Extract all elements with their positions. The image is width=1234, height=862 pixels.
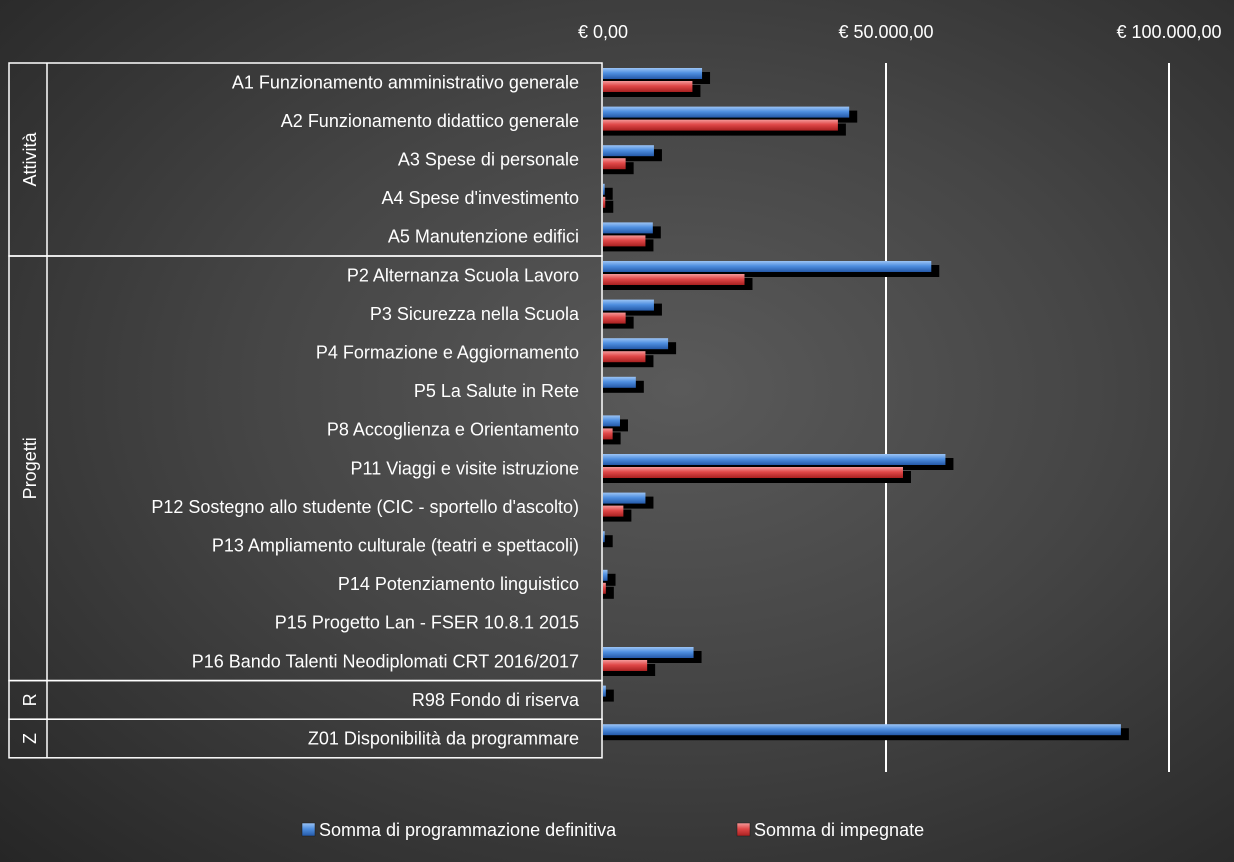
bar-somma-di-impegnate <box>603 312 626 324</box>
legend-swatch <box>301 822 316 837</box>
bar-shadow <box>603 187 613 200</box>
bar-somma-di-programmazione-definitiva <box>603 454 946 465</box>
group-label-r: R <box>20 693 40 706</box>
bar-somma-di-programmazione-definitiva <box>603 569 608 581</box>
category-label: A3 Spese di personale <box>398 150 579 170</box>
bar-somma-di-impegnate <box>603 428 613 440</box>
bar-somma-di-programmazione-definitiva <box>603 338 669 350</box>
bar-somma-di-impegnate <box>603 235 646 247</box>
category-label: R98 Fondo di riserva <box>412 690 580 710</box>
legend-label: Somma di programmazione definitiva <box>319 820 617 840</box>
bar-somma-di-impegnate <box>603 660 648 671</box>
bar-somma-di-programmazione-definitiva <box>603 183 605 195</box>
legend-swatch <box>736 822 751 837</box>
bar-somma-di-impegnate <box>603 274 745 285</box>
x-tick-label: € 50.000,00 <box>838 22 933 42</box>
category-label: P3 Sicurezza nella Scuola <box>370 304 580 324</box>
category-label: A1 Funzionamento amministrativo generale <box>232 72 579 92</box>
bar-shadow <box>603 689 614 702</box>
bar-somma-di-impegnate <box>603 196 606 208</box>
category-label: P15 Progetto Lan - FSER 10.8.1 2015 <box>275 613 579 633</box>
bar-somma-di-impegnate <box>603 582 606 594</box>
category-label: P4 Formazione e Aggiornamento <box>316 343 579 363</box>
category-label: P12 Sostegno allo studente (CIC - sporte… <box>151 497 579 517</box>
x-tick-label: € 100.000,00 <box>1116 22 1221 42</box>
bar-somma-di-impegnate <box>603 505 624 517</box>
category-label: A4 Spese d'investimento <box>381 188 579 208</box>
bar-shadow <box>603 535 613 548</box>
bar-somma-di-impegnate <box>603 81 693 92</box>
bar-somma-di-programmazione-definitiva <box>603 492 646 504</box>
category-label: P5 La Salute in Rete <box>414 381 579 401</box>
bars <box>603 68 1129 741</box>
group-boxes: Attività Progetti R Z <box>8 62 603 759</box>
group-box-z <box>8 718 603 759</box>
bar-somma-di-programmazione-definitiva <box>603 68 703 79</box>
bar-shadow <box>603 586 614 599</box>
bar-somma-di-impegnate <box>603 158 626 170</box>
category-label: P16 Bando Talenti Neodiplomati CRT 2016/… <box>192 651 579 671</box>
bar-somma-di-programmazione-definitiva <box>603 376 636 388</box>
category-label: P11 Viaggi e visite istruzione <box>351 458 579 478</box>
gridlines <box>885 63 1170 772</box>
bar-somma-di-programmazione-definitiva <box>603 647 694 658</box>
bar-somma-di-programmazione-definitiva <box>603 531 605 543</box>
bar-somma-di-impegnate <box>603 467 903 478</box>
category-label: Z01 Disponibilità da programmare <box>308 729 579 749</box>
bar-somma-di-programmazione-definitiva <box>603 415 620 427</box>
bar-somma-di-programmazione-definitiva <box>603 299 654 311</box>
bar-somma-di-programmazione-definitiva <box>603 261 932 272</box>
bar-somma-di-programmazione-definitiva <box>603 685 606 697</box>
bar-somma-di-impegnate <box>603 119 838 131</box>
x-tick-label: € 0,00 <box>578 22 628 42</box>
bar-somma-di-impegnate <box>603 351 646 363</box>
bar-somma-di-programmazione-definitiva <box>603 145 654 157</box>
group-label-attivita: Attività <box>20 132 40 187</box>
bar-somma-di-programmazione-definitiva <box>603 222 653 234</box>
x-axis-tick-labels: € 0,00 € 50.000,00 € 100.000,00 <box>578 22 1222 42</box>
legend: Somma di programmazione definitiva Somma … <box>301 820 924 840</box>
category-label: P14 Potenziamento linguistico <box>338 574 579 594</box>
legend-label: Somma di impegnate <box>754 820 924 840</box>
category-labels: A1 Funzionamento amministrativo generale… <box>151 72 580 748</box>
category-label: P8 Accoglienza e Orientamento <box>327 420 579 440</box>
category-label: A5 Manutenzione edifici <box>388 227 579 247</box>
category-label: P2 Alternanza Scuola Lavoro <box>347 265 579 285</box>
group-label-progetti: Progetti <box>20 437 40 499</box>
bar-somma-di-programmazione-definitiva <box>603 724 1121 736</box>
bar-somma-di-programmazione-definitiva <box>603 106 850 118</box>
group-label-z: Z <box>20 733 40 744</box>
category-label: P13 Ampliamento culturale (teatri e spet… <box>212 536 579 556</box>
category-label: A2 Funzionamento didattico generale <box>281 111 579 131</box>
bar-shadow <box>603 200 614 213</box>
